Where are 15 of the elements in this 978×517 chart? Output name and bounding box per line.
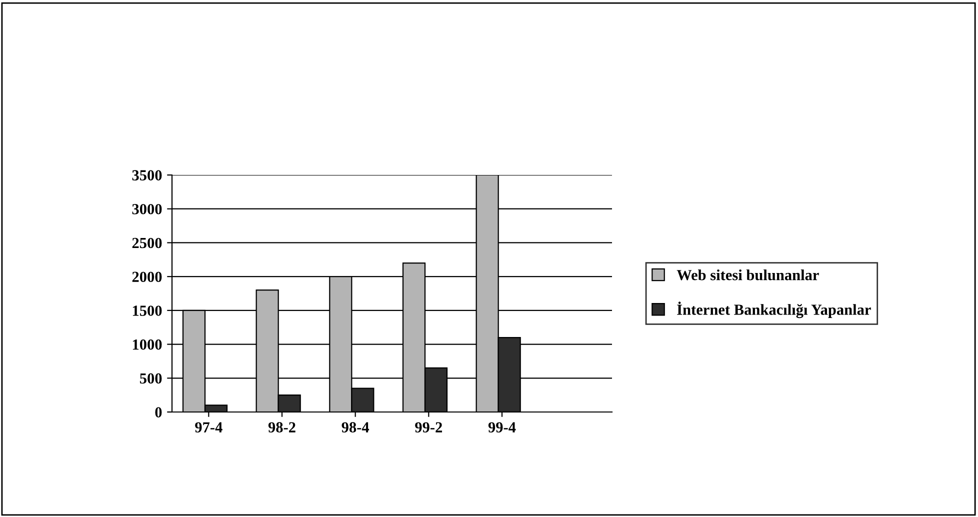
x-tick-label: 99-4 [488, 422, 516, 432]
x-tick-label: 97-4 [195, 422, 222, 432]
y-tick-label: 1500 [132, 306, 162, 316]
y-tick-label: 0 [155, 407, 162, 418]
x-tick-label: 98-4 [342, 422, 370, 432]
y-tick-label: 2500 [132, 238, 162, 248]
y-tick-label: 500 [140, 373, 162, 384]
y-tick-label: 3500 [132, 170, 162, 180]
y-tick-label: 2000 [132, 272, 162, 282]
y-tick-label: 3000 [132, 204, 162, 214]
x-tick-label: 98-2 [268, 422, 296, 432]
y-tick-label: 1000 [132, 339, 162, 350]
legend-label: Web sitesi bulunanlar [676, 269, 819, 280]
x-tick-label: 99-2 [415, 422, 442, 432]
legend-label: İnternet Bankacılığı Yapanlar [677, 302, 871, 318]
